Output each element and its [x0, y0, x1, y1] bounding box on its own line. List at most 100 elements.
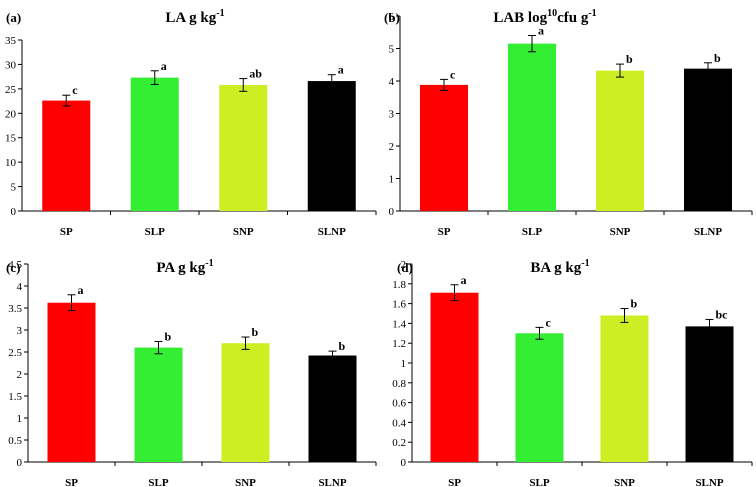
error-bar: [62, 94, 71, 107]
y-tick-label: 1.2: [392, 338, 406, 350]
panel-label: (b): [384, 10, 400, 25]
significance-letter: b: [631, 297, 638, 311]
y-tick-label: 5: [389, 44, 395, 56]
bar-slnp: [308, 355, 357, 462]
error-bar: [704, 62, 712, 75]
significance-letter: a: [538, 24, 544, 38]
significance-letter: a: [161, 59, 167, 73]
x-tick-label: SLP: [529, 477, 549, 487]
x-tick-label: SLNP: [695, 477, 723, 487]
significance-letter: a: [461, 273, 467, 287]
y-tick-label: 0: [11, 206, 17, 218]
bar-slp: [134, 347, 183, 462]
y-tick-label: 2.5: [8, 347, 22, 359]
error-bar: [67, 294, 76, 312]
y-tick-label: 1: [401, 358, 407, 370]
error-bar: [620, 308, 629, 323]
x-tick-label: SNP: [235, 477, 256, 487]
bar-sp: [47, 302, 96, 462]
panel-label: (d): [397, 260, 413, 275]
y-tick-label: 0.5: [8, 435, 22, 447]
error-bar: [705, 318, 714, 334]
x-tick-label: SP: [60, 226, 73, 238]
chart-title: BA g kg-1: [530, 258, 589, 276]
bar-sp: [42, 100, 91, 211]
x-tick-label: SLP: [148, 477, 168, 487]
significance-letter: b: [714, 51, 721, 65]
x-tick-label: SP: [65, 477, 78, 487]
chart-title: PA g kg-1: [156, 258, 213, 276]
bar-snp: [219, 84, 268, 211]
y-tick-label: 5: [11, 182, 17, 194]
error-bar: [239, 78, 248, 92]
error-bar: [616, 63, 624, 78]
x-tick-label: SLNP: [318, 226, 346, 238]
y-tick-label: 0.8: [392, 378, 406, 390]
chart-title: LA g kg-1: [165, 8, 224, 26]
y-tick-label: 0: [401, 457, 407, 469]
bar-slnp: [684, 68, 732, 212]
y-tick-label: 25: [5, 84, 17, 96]
bar-slp: [508, 43, 556, 211]
error-bar: [535, 326, 544, 340]
significance-letter: a: [338, 63, 344, 77]
chart-panel-3: 0 0.5 1 1.5 2 2.5 3 3.5 4 4.5 a SP b SLP b SNP b SLNP (c) P…: [6, 258, 377, 487]
significance-letter: c: [450, 67, 456, 81]
panel-label: (a): [6, 10, 21, 25]
y-tick-label: 2: [401, 259, 407, 271]
y-tick-label: 1.4: [392, 318, 406, 330]
y-tick-label: 3: [389, 109, 395, 121]
significance-letter: bc: [716, 307, 729, 321]
error-bar: [328, 350, 337, 361]
x-tick-label: SNP: [614, 477, 635, 487]
bar-slp: [515, 333, 564, 462]
y-tick-label: 6: [389, 11, 395, 23]
x-tick-label: SLP: [522, 226, 542, 238]
error-bar: [528, 35, 536, 53]
x-tick-label: SLNP: [694, 226, 722, 238]
panel-label: (c): [6, 260, 20, 275]
error-bar: [150, 70, 159, 85]
chart-panel-2: 0 1 2 3 4 5 6 c SP a SLP b SNP b SLNP (b) LAB log10cfu g…: [384, 8, 753, 238]
bar-snp: [596, 70, 644, 211]
x-tick-label: SP: [438, 226, 451, 238]
y-tick-label: 0: [389, 206, 395, 218]
chart-title: LAB log10cfu g-1: [493, 8, 596, 26]
significance-letter: b: [339, 339, 346, 353]
y-tick-label: 3: [17, 325, 23, 337]
error-bar: [450, 284, 459, 302]
significance-letter: b: [165, 329, 172, 343]
error-bar: [241, 336, 250, 350]
y-tick-label: 20: [5, 108, 17, 120]
chart-panel-4: 0 0.2 0.4 0.6 0.8 1 1.2 1.4 1.6 1.8 2 a SP c SLP b SNP bc…: [392, 258, 753, 487]
bar-sp: [430, 292, 479, 462]
significance-letter: c: [546, 315, 552, 329]
y-tick-label: 4: [389, 76, 395, 88]
y-tick-label: 1.8: [392, 279, 406, 291]
bar-snp: [600, 315, 649, 462]
error-bar: [327, 74, 336, 88]
bar-slp: [130, 77, 179, 212]
chart-panel-1: 0 5 10 15 20 25 30 35 c SP a SLP ab SNP a SLNP (a) LA g k…: [5, 8, 377, 238]
error-bar: [440, 78, 448, 91]
y-tick-label: 2: [389, 141, 395, 153]
y-tick-label: 2: [17, 369, 23, 381]
significance-letter: b: [626, 52, 633, 66]
y-tick-label: 0.6: [392, 398, 406, 410]
y-tick-label: 0: [17, 457, 23, 469]
y-tick-label: 3.5: [8, 303, 22, 315]
x-tick-label: SLP: [145, 226, 165, 238]
significance-letter: c: [72, 83, 78, 97]
y-tick-label: 1: [389, 174, 395, 186]
bar-snp: [221, 343, 270, 462]
x-tick-label: SLNP: [318, 477, 346, 487]
y-tick-label: 30: [5, 59, 17, 71]
x-tick-label: SNP: [610, 226, 631, 238]
y-tick-label: 0.2: [392, 437, 406, 449]
y-tick-label: 1.5: [8, 391, 22, 403]
x-tick-label: SNP: [233, 226, 254, 238]
y-tick-label: 1: [17, 413, 23, 425]
bar-slnp: [685, 326, 734, 462]
y-tick-label: 4: [17, 281, 23, 293]
y-tick-label: 15: [5, 133, 17, 145]
